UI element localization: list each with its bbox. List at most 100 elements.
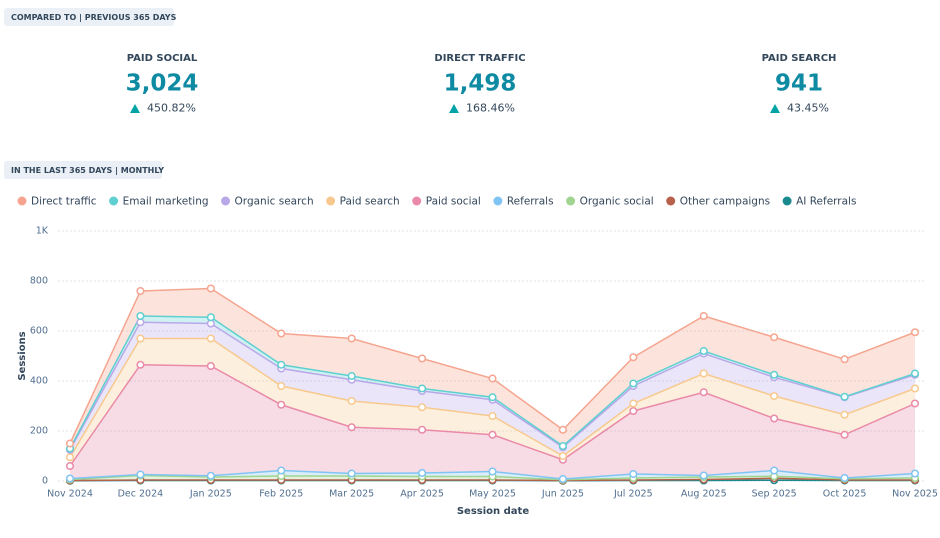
point [558,451,567,461]
kpi-change: 43.45% [787,102,829,115]
kpi: PAID SEARCH 941 43.45% [762,53,837,115]
point [910,328,920,337]
badge-text: COMPARED TO | PREVIOUS 365 DAYS [11,13,177,22]
legend-swatch [326,196,336,206]
legend-label: Email marketing [123,196,209,208]
legend-label: AI Referrals [796,196,856,208]
point [840,392,849,401]
legend-label: Organic search [235,196,314,208]
x-tick-label: Sep 2025 [752,489,797,500]
kpi-value: 1,498 [444,71,517,97]
point [136,360,145,369]
point [629,406,638,416]
y-tick-label: 800 [30,276,48,287]
point [629,379,638,388]
point [699,311,708,321]
x-tick-label: Aug 2025 [681,489,727,500]
legend-label: Paid search [340,196,400,208]
point [136,286,145,296]
x-tick-label: Oct 2025 [823,489,867,500]
point [418,468,427,478]
x-tick-label: Jun 2025 [541,489,584,500]
point [770,414,779,423]
point [277,329,286,338]
x-tick-label: May 2025 [469,489,516,500]
point [488,467,497,476]
up-arrow [770,104,780,113]
y-axis-label: Sessions [17,331,28,380]
point [558,474,567,484]
y-tick-label: 1K [36,226,49,237]
dots [65,284,920,485]
point [418,425,427,434]
point [910,469,920,478]
point [840,473,849,483]
kpi: PAID SOCIAL 3,024 450.82% [126,53,199,115]
point [418,384,427,393]
point [770,466,779,475]
legend-label: Organic social [580,196,654,208]
point [488,430,497,439]
y-tick-label: 0 [42,476,48,487]
x-tick-label: Apr 2025 [400,489,444,500]
point [277,381,286,391]
point [488,393,497,402]
x-tick-label: Nov 2025 [892,489,938,500]
point [65,453,75,462]
x-tick-label: Mar 2025 [329,489,374,500]
point [65,439,75,448]
kpi-value: 941 [775,71,823,97]
point [770,370,779,379]
point [488,374,497,383]
point [840,355,849,364]
y-tick-label: 600 [30,326,48,337]
point [910,399,920,408]
point [347,469,356,478]
legend-swatch [412,196,422,206]
point [699,369,708,378]
area [70,338,915,466]
point [699,471,708,480]
legend: Direct traffic Email marketing Organic sea… [17,196,856,208]
point [629,469,638,479]
point [770,333,779,342]
point [910,384,920,393]
point [347,396,356,406]
point [347,334,356,343]
point [629,399,638,408]
point [206,361,215,371]
x-axis-label: Session date [457,506,529,517]
point [277,466,286,475]
point [206,313,215,322]
y-tick-label: 200 [30,426,48,437]
up-arrow [449,104,459,113]
point [136,311,145,321]
point [277,400,286,409]
legend-label: Paid social [426,196,481,208]
legend-swatch [666,196,676,206]
legend-swatch [566,196,576,206]
x-tick-label: Jan 2025 [189,489,232,500]
badge-text: IN THE LAST 365 DAYS | MONTHLY [11,166,164,175]
legend-swatch [221,196,231,206]
point [699,346,708,356]
legend-label: Other campaigns [680,196,770,208]
point [136,470,145,479]
point [770,391,779,401]
kpi-change: 168.46% [466,102,515,115]
point [277,360,286,369]
kpi-value: 3,024 [126,71,199,97]
point [840,410,849,419]
legend-swatch [17,196,27,206]
point [558,425,567,434]
badge [4,8,174,26]
kpi-change: 450.82% [147,102,196,115]
x-tick-label: Jul 2025 [613,489,653,500]
area [70,288,915,449]
legend-swatch [493,196,503,206]
point [840,430,849,439]
point [136,334,145,343]
up-arrow [130,104,140,113]
x-tick-label: Nov 2024 [47,489,93,500]
point [418,403,427,412]
